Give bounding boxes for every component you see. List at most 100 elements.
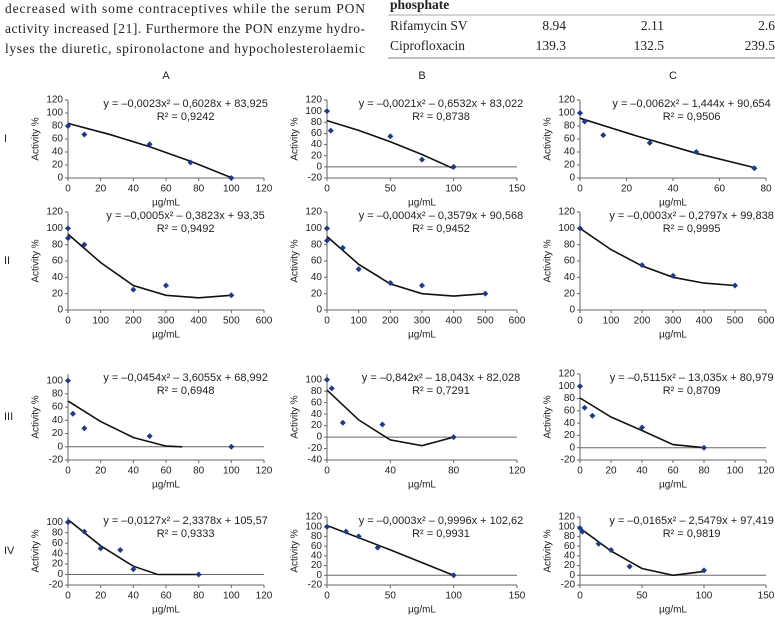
y-tick-label: -20 bbox=[561, 580, 576, 591]
data-point bbox=[608, 547, 614, 554]
y-tick-label: 100 bbox=[46, 223, 63, 234]
data-point bbox=[117, 546, 124, 553]
y-tick-label: 60 bbox=[564, 541, 576, 552]
y-tick-label: 120 bbox=[558, 512, 575, 523]
x-tick-label: 100 bbox=[727, 466, 744, 477]
data-point bbox=[81, 131, 88, 138]
table-cell: 239.5 bbox=[745, 38, 775, 53]
r-squared: R² = 0,9931 bbox=[412, 528, 470, 540]
r-squared: R² = 0,7291 bbox=[412, 385, 470, 397]
y-tick-label: 100 bbox=[46, 517, 63, 528]
x-tick-label: 60 bbox=[160, 184, 172, 195]
y-tick-label: 20 bbox=[564, 430, 576, 441]
x-tick-label: 100 bbox=[223, 184, 240, 195]
x-axis-label: µg/mL bbox=[659, 330, 687, 341]
data-point bbox=[69, 410, 76, 417]
row-label: IV bbox=[4, 545, 15, 557]
y-axis-label: Activity % bbox=[290, 395, 301, 438]
data-point bbox=[387, 280, 394, 287]
x-tick-label: 300 bbox=[665, 316, 682, 327]
data-point bbox=[355, 533, 362, 540]
x-tick-label: 100 bbox=[696, 591, 713, 602]
y-tick-label: 80 bbox=[311, 531, 323, 542]
data-point bbox=[577, 110, 583, 116]
y-tick-label: 40 bbox=[564, 418, 576, 429]
y-tick-label: 60 bbox=[564, 256, 576, 267]
y-axis-label: Activity % bbox=[543, 117, 554, 160]
trendline bbox=[326, 235, 486, 297]
y-tick-label: -20 bbox=[49, 455, 64, 466]
table-cell: 2.11 bbox=[641, 18, 664, 33]
y-tick-label: 40 bbox=[311, 272, 323, 283]
y-tick-label: 0 bbox=[57, 569, 63, 580]
trendline bbox=[326, 524, 454, 577]
data-point bbox=[581, 404, 588, 411]
y-tick-label: 100 bbox=[305, 521, 322, 532]
y-tick-label: 120 bbox=[305, 207, 322, 218]
table-cell: Ciprofloxacin bbox=[390, 38, 465, 53]
trend-equation: y = –0,0004x² – 0,3579x + 90,568 bbox=[359, 210, 524, 222]
y-tick-label: 80 bbox=[311, 239, 323, 250]
data-point bbox=[595, 540, 602, 547]
x-tick-label: 0 bbox=[577, 466, 583, 477]
table-cell: 8.94 bbox=[542, 18, 566, 33]
data-point bbox=[65, 225, 71, 232]
x-tick-label: 120 bbox=[509, 466, 526, 477]
x-tick-label: 40 bbox=[385, 466, 397, 477]
trend-equation: y = –0,0021x² – 0,6532x + 83,022 bbox=[359, 98, 524, 110]
y-tick-label: 60 bbox=[52, 134, 64, 145]
y-tick-label: 20 bbox=[52, 288, 64, 299]
x-tick-label: 0 bbox=[577, 316, 583, 327]
x-axis-label: µg/mL bbox=[152, 605, 180, 616]
y-axis-label: Activity % bbox=[290, 117, 301, 160]
y-tick-label: 80 bbox=[52, 239, 64, 250]
y-tick-label: -20 bbox=[308, 580, 323, 591]
y-tick-label: 60 bbox=[311, 541, 323, 552]
trendline bbox=[326, 119, 455, 170]
data-point bbox=[146, 433, 153, 440]
table-cell: phosphate bbox=[390, 0, 449, 12]
x-tick-label: 400 bbox=[696, 316, 713, 327]
data-point bbox=[339, 419, 346, 426]
y-tick-label: 0 bbox=[569, 570, 575, 581]
y-tick-label: 100 bbox=[558, 108, 575, 119]
y-axis-label: Activity % bbox=[31, 117, 42, 160]
y-tick-label: 0 bbox=[316, 161, 322, 172]
data-point bbox=[228, 292, 235, 299]
data-point bbox=[482, 290, 489, 297]
body-line: lyses the diuretic, spironolactone and h… bbox=[5, 41, 365, 56]
y-tick-label: -20 bbox=[49, 580, 64, 591]
data-point bbox=[581, 118, 588, 125]
trendline bbox=[579, 397, 705, 449]
y-tick-label: 20 bbox=[311, 150, 323, 161]
x-tick-label: 600 bbox=[509, 316, 526, 327]
data-point bbox=[670, 272, 676, 279]
y-tick-label: 60 bbox=[564, 405, 576, 416]
x-tick-label: 0 bbox=[65, 591, 71, 602]
y-axis-label: Activity % bbox=[543, 239, 554, 282]
data-point bbox=[626, 563, 633, 570]
y-tick-label: 60 bbox=[52, 538, 64, 549]
x-tick-label: 20 bbox=[621, 184, 633, 195]
x-tick-label: 40 bbox=[128, 591, 140, 602]
y-tick-label: 60 bbox=[311, 256, 323, 267]
table-cell: 2.6 bbox=[758, 18, 775, 33]
y-tick-label: 120 bbox=[305, 512, 322, 523]
data-point bbox=[187, 159, 194, 166]
data-point bbox=[343, 528, 349, 535]
data-point bbox=[146, 141, 153, 148]
data-point bbox=[339, 244, 346, 251]
r-squared: R² = 0,9492 bbox=[157, 223, 215, 235]
table-cell: 132.5 bbox=[634, 38, 665, 53]
x-tick-label: 500 bbox=[223, 316, 240, 327]
x-tick-label: 80 bbox=[193, 184, 205, 195]
data-point bbox=[328, 385, 335, 392]
data-point bbox=[130, 286, 137, 293]
x-tick-label: 20 bbox=[95, 184, 107, 195]
x-tick-label: 0 bbox=[324, 591, 330, 602]
x-tick-label: 0 bbox=[65, 316, 71, 327]
x-tick-label: 120 bbox=[256, 466, 273, 477]
x-axis-label: µg/mL bbox=[659, 480, 687, 491]
x-tick-label: 150 bbox=[509, 591, 526, 602]
data-point bbox=[324, 237, 330, 244]
